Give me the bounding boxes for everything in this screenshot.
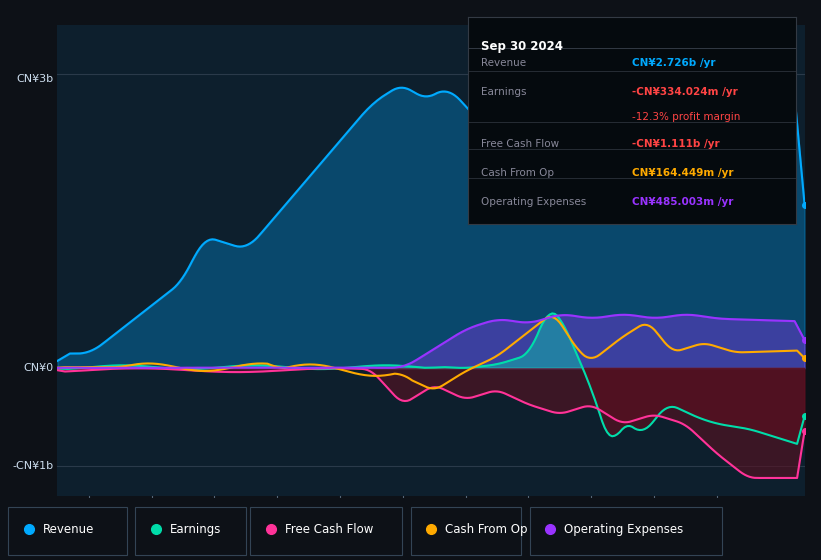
Text: Free Cash Flow: Free Cash Flow [285,522,374,536]
Text: CN¥485.003m /yr: CN¥485.003m /yr [632,197,733,207]
Text: Cash From Op: Cash From Op [445,522,527,536]
Text: Operating Expenses: Operating Expenses [564,522,683,536]
FancyBboxPatch shape [530,507,722,555]
Text: 2018: 2018 [325,507,355,520]
Text: Earnings: Earnings [170,522,222,536]
Text: -12.3% profit margin: -12.3% profit margin [632,112,741,122]
Text: -CN¥334.024m /yr: -CN¥334.024m /yr [632,87,738,97]
FancyBboxPatch shape [8,507,127,555]
Text: 2021: 2021 [513,507,544,520]
Text: -CN¥1.111b /yr: -CN¥1.111b /yr [632,139,720,149]
FancyBboxPatch shape [410,507,521,555]
Text: 2023: 2023 [639,507,669,520]
Text: 2015: 2015 [137,507,167,520]
Text: Sep 30 2024: Sep 30 2024 [481,40,563,53]
Text: CN¥0: CN¥0 [24,363,53,373]
FancyBboxPatch shape [135,507,246,555]
Text: 2014: 2014 [74,507,103,520]
Text: Cash From Op: Cash From Op [481,168,554,178]
Text: Revenue: Revenue [481,58,526,68]
Text: 2017: 2017 [262,507,292,520]
Text: 2024: 2024 [702,507,732,520]
Text: -CN¥1b: -CN¥1b [12,461,53,471]
Text: CN¥164.449m /yr: CN¥164.449m /yr [632,168,734,178]
Text: CN¥2.726b /yr: CN¥2.726b /yr [632,58,716,68]
Text: Operating Expenses: Operating Expenses [481,197,586,207]
Text: Earnings: Earnings [481,87,526,97]
Text: Free Cash Flow: Free Cash Flow [481,139,559,149]
Text: CN¥3b: CN¥3b [16,74,53,84]
Text: 2020: 2020 [451,507,480,520]
Text: 2019: 2019 [388,507,418,520]
Text: 2016: 2016 [200,507,229,520]
FancyBboxPatch shape [250,507,402,555]
Text: Revenue: Revenue [43,522,94,536]
Text: 2022: 2022 [576,507,606,520]
